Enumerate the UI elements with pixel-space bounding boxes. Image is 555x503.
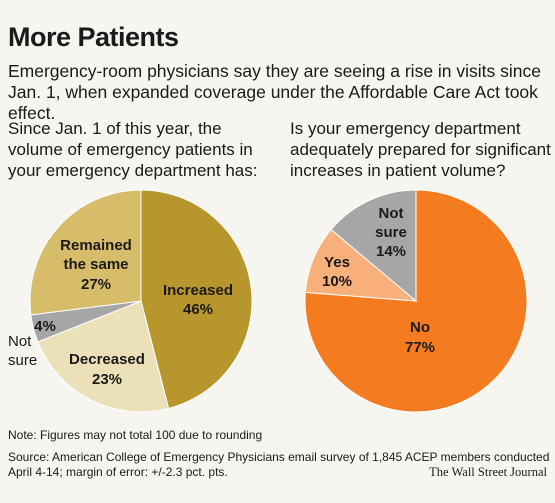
chart-subtitle: Emergency-room physicians say they are s… xyxy=(8,61,541,123)
chart-title: More Patients xyxy=(8,22,179,52)
pie1-label-not-sure-line1: Not xyxy=(8,333,32,350)
pie1-label-increased: Increased xyxy=(163,282,233,299)
pie1-value-remained: 27% xyxy=(81,276,111,293)
pie2-value-no: 77% xyxy=(405,339,435,356)
pie1-value-not-sure: 4% xyxy=(34,318,56,335)
pie2-label-not-sure-line1: Not xyxy=(379,205,404,222)
pie1-value-increased: 46% xyxy=(183,301,213,318)
pie1-label-remained-line2: the same xyxy=(63,256,128,273)
pie1-slice-remained-the-same xyxy=(29,189,142,316)
pie2-value-yes: 10% xyxy=(322,273,352,290)
pie1-label-remained-line1: Remained xyxy=(60,237,132,254)
pie1-slice-increased xyxy=(140,189,253,410)
pie2-question: Is your emergency department adequately … xyxy=(290,119,551,180)
footnote: Note: Figures may not total 100 due to r… xyxy=(8,428,263,442)
pie2-value-not-sure: 14% xyxy=(376,243,406,260)
pie1 xyxy=(29,189,253,413)
pie1-label-not-sure-line2: sure xyxy=(8,352,37,369)
pie2 xyxy=(304,189,528,413)
credit: The Wall Street Journal xyxy=(429,465,547,479)
pie2-label-not-sure-line2: sure xyxy=(375,224,407,241)
pie1-slice-decreased xyxy=(37,300,170,413)
source-text: Source: American College of Emergency Ph… xyxy=(8,450,550,479)
pie1-value-decreased: 23% xyxy=(92,371,122,388)
pie2-slice-not-sure xyxy=(330,189,417,303)
pie2-label-no: No xyxy=(410,319,430,336)
pie2-label-yes: Yes xyxy=(324,254,350,271)
pie1-label-decreased: Decreased xyxy=(69,351,145,368)
pie1-question: Since Jan. 1 of this year, the volume of… xyxy=(8,119,258,180)
